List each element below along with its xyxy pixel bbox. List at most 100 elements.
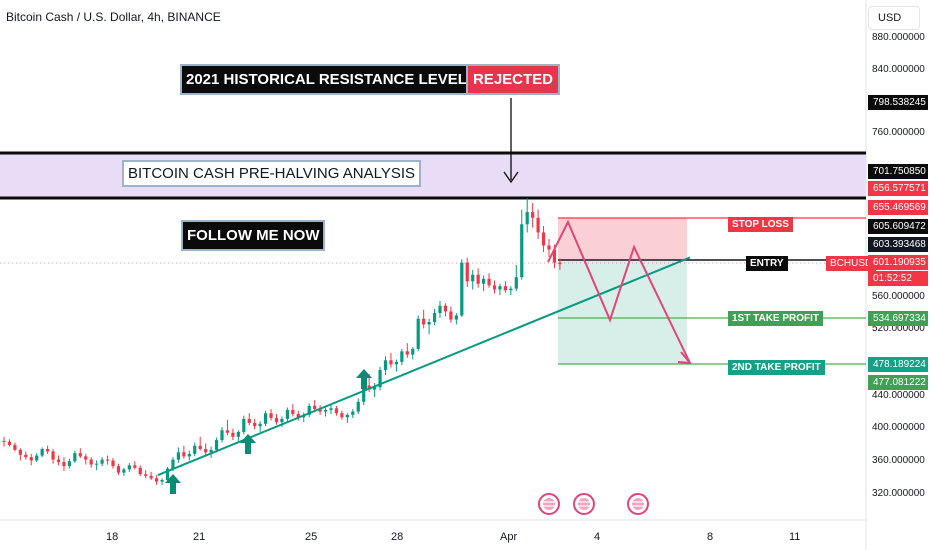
candle-up [323,409,328,412]
entry-label: ENTRY [746,256,788,271]
candle-up [307,405,311,415]
analysis-title-label: BITCOIN CASH PRE-HALVING ANALYSIS [122,160,422,187]
candle-down [547,245,551,250]
candle-down [133,465,137,468]
candle-down [204,449,208,453]
candle-down [253,422,257,427]
y-tick-label: 440.000000 [872,390,925,401]
candle-up [40,449,44,456]
candle-down [24,454,28,458]
candle-down [476,274,480,284]
us-flag-event-icon[interactable] [538,493,560,515]
candle-up [498,286,502,290]
candle-down [198,445,202,450]
candle-down [231,432,235,437]
candle-down [89,459,93,465]
candle-down [536,217,540,233]
candle-down [105,459,110,461]
candle-up [242,418,246,432]
chart-title: Bitcoin Cash / U.S. Dollar, 4h, BINANCE [6,10,221,24]
candle-down [367,385,371,390]
grid [0,0,867,550]
candle-up [280,418,284,423]
candle-up [329,408,333,410]
price-tag: 605.609472 [868,219,928,234]
candle-down [492,285,497,290]
candle-up [122,469,126,473]
price-tag: 701.750850 [868,164,928,179]
take-profit-1-label: 1ST TAKE PROFIT [728,311,824,326]
candle-down [155,478,159,482]
candle-up [525,212,529,225]
y-tick-label: 760.000000 [872,127,925,138]
candle-up [514,277,518,289]
x-tick-label: Apr [500,531,518,543]
us-flag-event-icon[interactable] [627,493,649,515]
candle-down [84,456,88,460]
candle-down [51,451,55,460]
candle-down [443,305,448,312]
candle-down [274,418,279,423]
candle-up [351,411,355,415]
x-tick-label: 8 [707,531,714,543]
candle-down [541,232,546,246]
projection-arrowhead [677,351,693,365]
candle-down [111,460,115,467]
candle-down [62,462,66,467]
candle-down [269,413,273,419]
us-flag-event-icon[interactable] [573,493,595,515]
candle-down [487,278,491,286]
candle-down [225,430,230,433]
candle-up [362,385,366,402]
candle-down [313,405,317,410]
candle-down [318,409,322,412]
candle-up [214,440,219,450]
candle-down [138,467,142,475]
take-profit-2-label: 2ND TAKE PROFIT [728,360,825,375]
candle-up [176,452,180,460]
y-tick-label: 360.000000 [872,455,925,466]
candle-down [531,212,535,218]
up-arrow-icon [165,369,372,494]
candle-up [165,468,170,480]
candle-up [35,455,39,461]
candle-up [471,274,475,282]
stop-loss-zone [558,218,687,259]
candle-down [340,413,344,418]
candle-up [285,409,289,419]
candle-down [247,418,251,423]
candle-up [411,348,415,355]
candle-down [29,457,33,461]
candle-down [182,452,186,457]
candle-up [220,430,224,441]
candle-up [127,465,131,470]
candle-down [56,459,61,463]
current-price-tag: 601.190935 [868,255,928,270]
candle-down [465,262,469,282]
candle-up [67,461,71,467]
y-tick-label: 560.000000 [872,291,925,302]
candle-down [291,409,295,415]
currency-selector-button[interactable]: USD [868,6,920,30]
projection-path [547,219,691,364]
candle-down [389,360,393,365]
candle-down [149,475,153,479]
candle-down [7,441,12,445]
x-tick-label: 11 [789,531,801,543]
candle-up [100,459,104,464]
candle-down [552,249,557,263]
candle-down [449,311,453,320]
y-tick-label: 840.000000 [872,64,925,75]
candle-down [78,453,82,457]
price-tag: 603.393468 [868,237,928,252]
x-tick-label: 4 [594,531,601,543]
candle-up [438,305,442,314]
price-tag: 655.469569 [868,200,928,215]
candle-up [264,413,268,424]
countdown-tag: 01:52:52 [868,271,928,286]
candle-down [405,351,409,355]
candle-up [427,322,431,325]
profit-zone [558,259,687,364]
price-tag: 798.538245 [868,95,928,110]
candle-down [558,262,562,265]
